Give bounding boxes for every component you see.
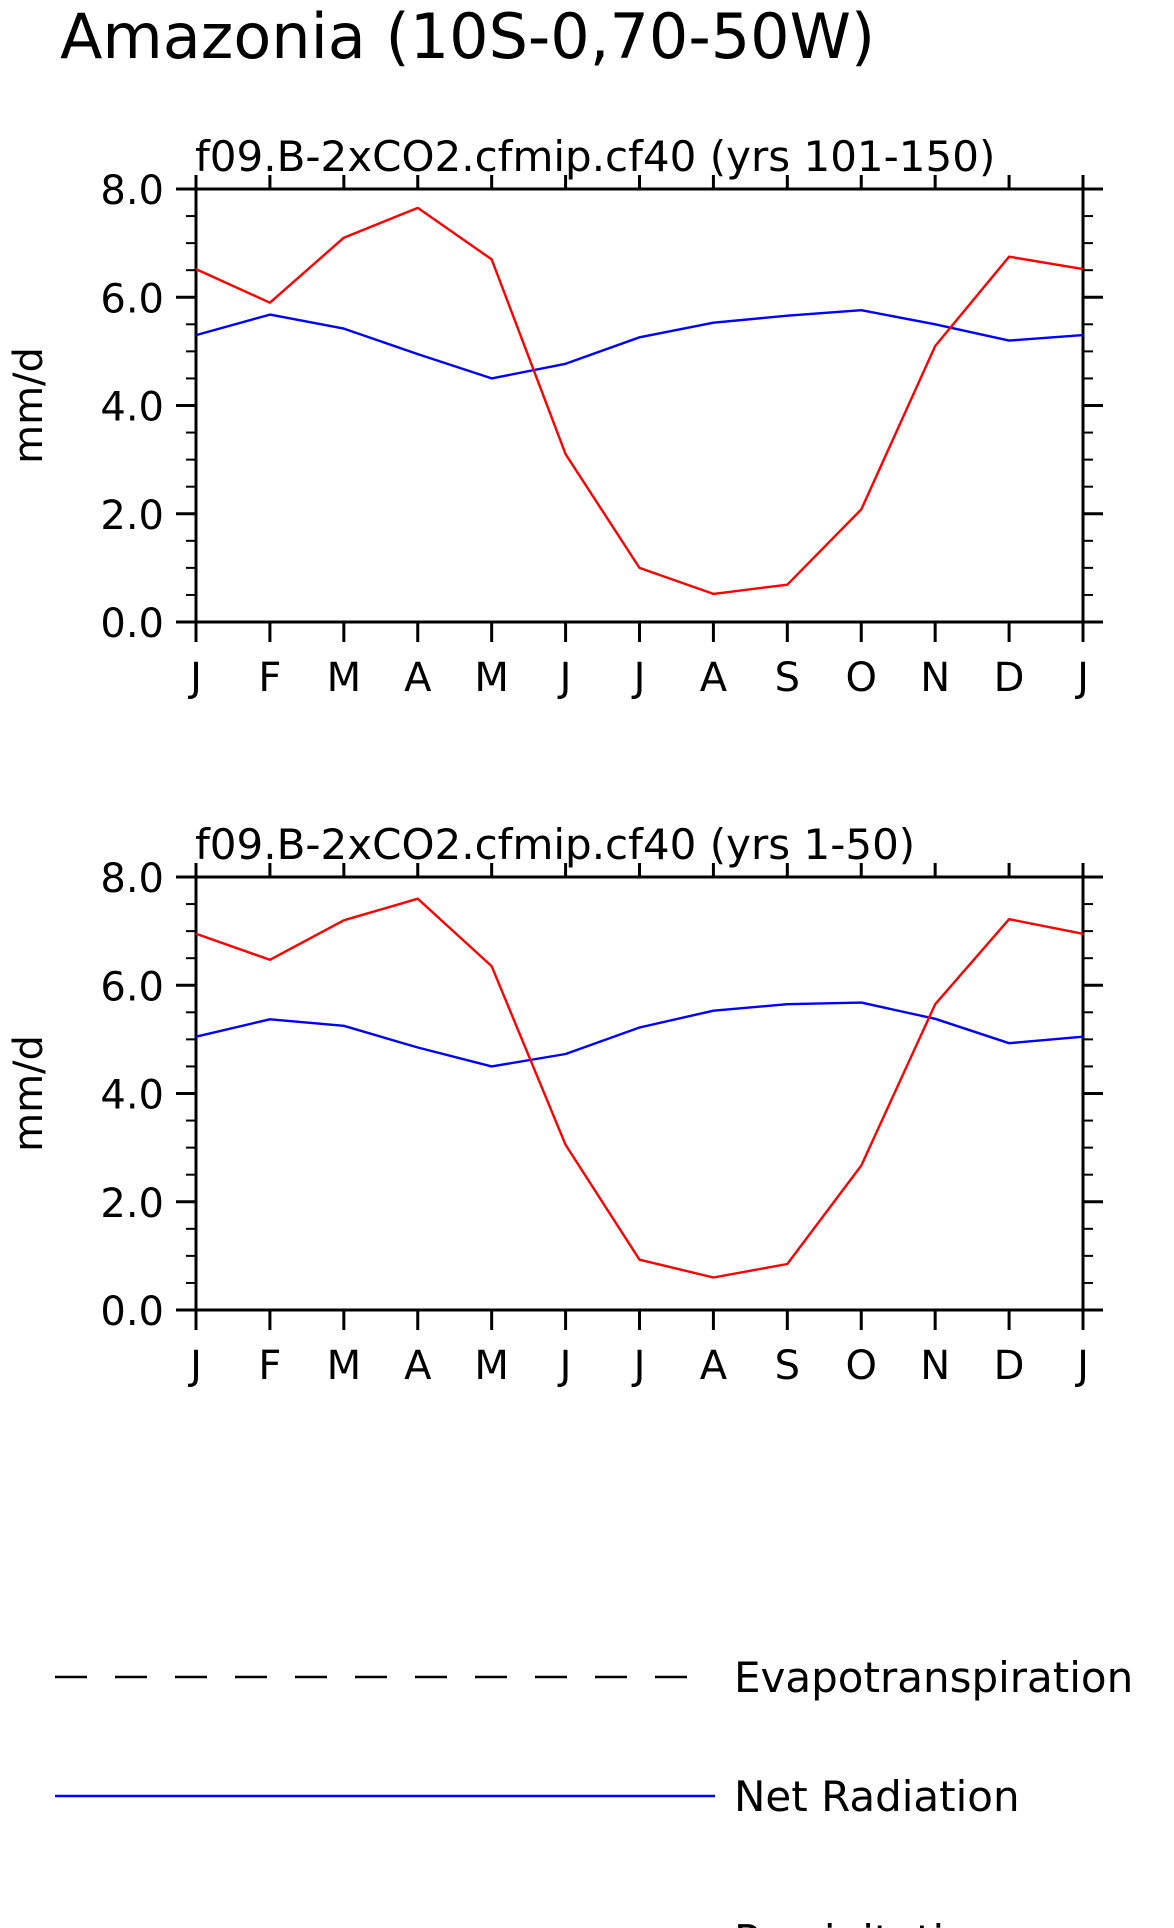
x-tick-label: J	[631, 655, 646, 701]
x-tick-label: S	[775, 1343, 800, 1389]
panel-title: f09.B-2xCO2.cfmip.cf40 (yrs 1-50)	[195, 820, 915, 869]
x-tick-label: S	[775, 655, 800, 701]
y-tick-label: 4.0	[100, 385, 164, 431]
plot-frame	[194, 187, 1085, 624]
x-tick-label: M	[474, 655, 509, 701]
legend-label-net-radiation: Net Radiation	[734, 1772, 1020, 1821]
y-tick-label: 2.0	[100, 493, 164, 539]
x-tick-label: A	[700, 655, 728, 701]
panel-title: f09.B-2xCO2.cfmip.cf40 (yrs 101-150)	[195, 132, 995, 181]
x-tick-label: F	[258, 1343, 281, 1389]
x-tick-label: J	[557, 655, 572, 701]
x-tick-label: M	[474, 1343, 509, 1389]
x-tick-label: M	[327, 655, 362, 701]
legend-label-precipitation: Precipitation	[734, 1916, 997, 1928]
y-tick-label: 2.0	[100, 1181, 164, 1227]
series-line-precipitation	[195, 206, 1084, 596]
x-tick-label: J	[1074, 1343, 1089, 1389]
x-tick-label: J	[1074, 655, 1089, 701]
x-tick-label: D	[994, 1343, 1025, 1389]
y-tick-label: 8.0	[100, 168, 164, 214]
x-tick-label: J	[187, 1343, 202, 1389]
x-tick-label: J	[187, 655, 202, 701]
plot-frame	[194, 875, 1085, 1312]
legend: Evapotranspiration Net Radiation Precipita…	[55, 1653, 1133, 1928]
y-tick-label: 6.0	[100, 964, 164, 1010]
x-tick-label: O	[846, 655, 877, 701]
y-axis-label: mm/d	[6, 347, 52, 464]
series-line-net-radiation	[195, 1001, 1084, 1068]
x-tick-label: N	[920, 1343, 950, 1389]
x-tick-label: N	[920, 655, 950, 701]
figure-title: Amazonia (10S-0,70-50W)	[60, 0, 875, 73]
y-tick-label: 8.0	[100, 856, 164, 902]
chart-panels: f09.B-2xCO2.cfmip.cf40 (yrs 101-150)J F M A…	[6, 132, 1103, 1389]
legend-label-evapotranspiration: Evapotranspiration	[734, 1653, 1133, 1702]
y-tick-label: 6.0	[100, 276, 164, 322]
y-tick-label: 4.0	[100, 1073, 164, 1119]
x-tick-label: A	[700, 1343, 728, 1389]
x-tick-label: D	[994, 655, 1025, 701]
y-tick-label: 0.0	[100, 601, 164, 647]
x-tick-label: O	[846, 1343, 877, 1389]
y-axis-label: mm/d	[6, 1035, 52, 1152]
series-line-precipitation	[195, 897, 1084, 1279]
series-line-net-radiation	[195, 309, 1084, 380]
y-tick-label: 0.0	[100, 1289, 164, 1335]
x-tick-label: M	[327, 1343, 362, 1389]
chart-panel-2: f09.B-2xCO2.cfmip.cf40 (yrs 1-50)J F M A M J J…	[6, 820, 1103, 1389]
x-tick-label: J	[631, 1343, 646, 1389]
x-tick-label: F	[258, 655, 281, 701]
chart-panel-1: f09.B-2xCO2.cfmip.cf40 (yrs 101-150)J F M A…	[6, 132, 1103, 701]
x-tick-label: A	[404, 1343, 432, 1389]
x-tick-label: A	[404, 655, 432, 701]
x-tick-label: J	[557, 1343, 572, 1389]
